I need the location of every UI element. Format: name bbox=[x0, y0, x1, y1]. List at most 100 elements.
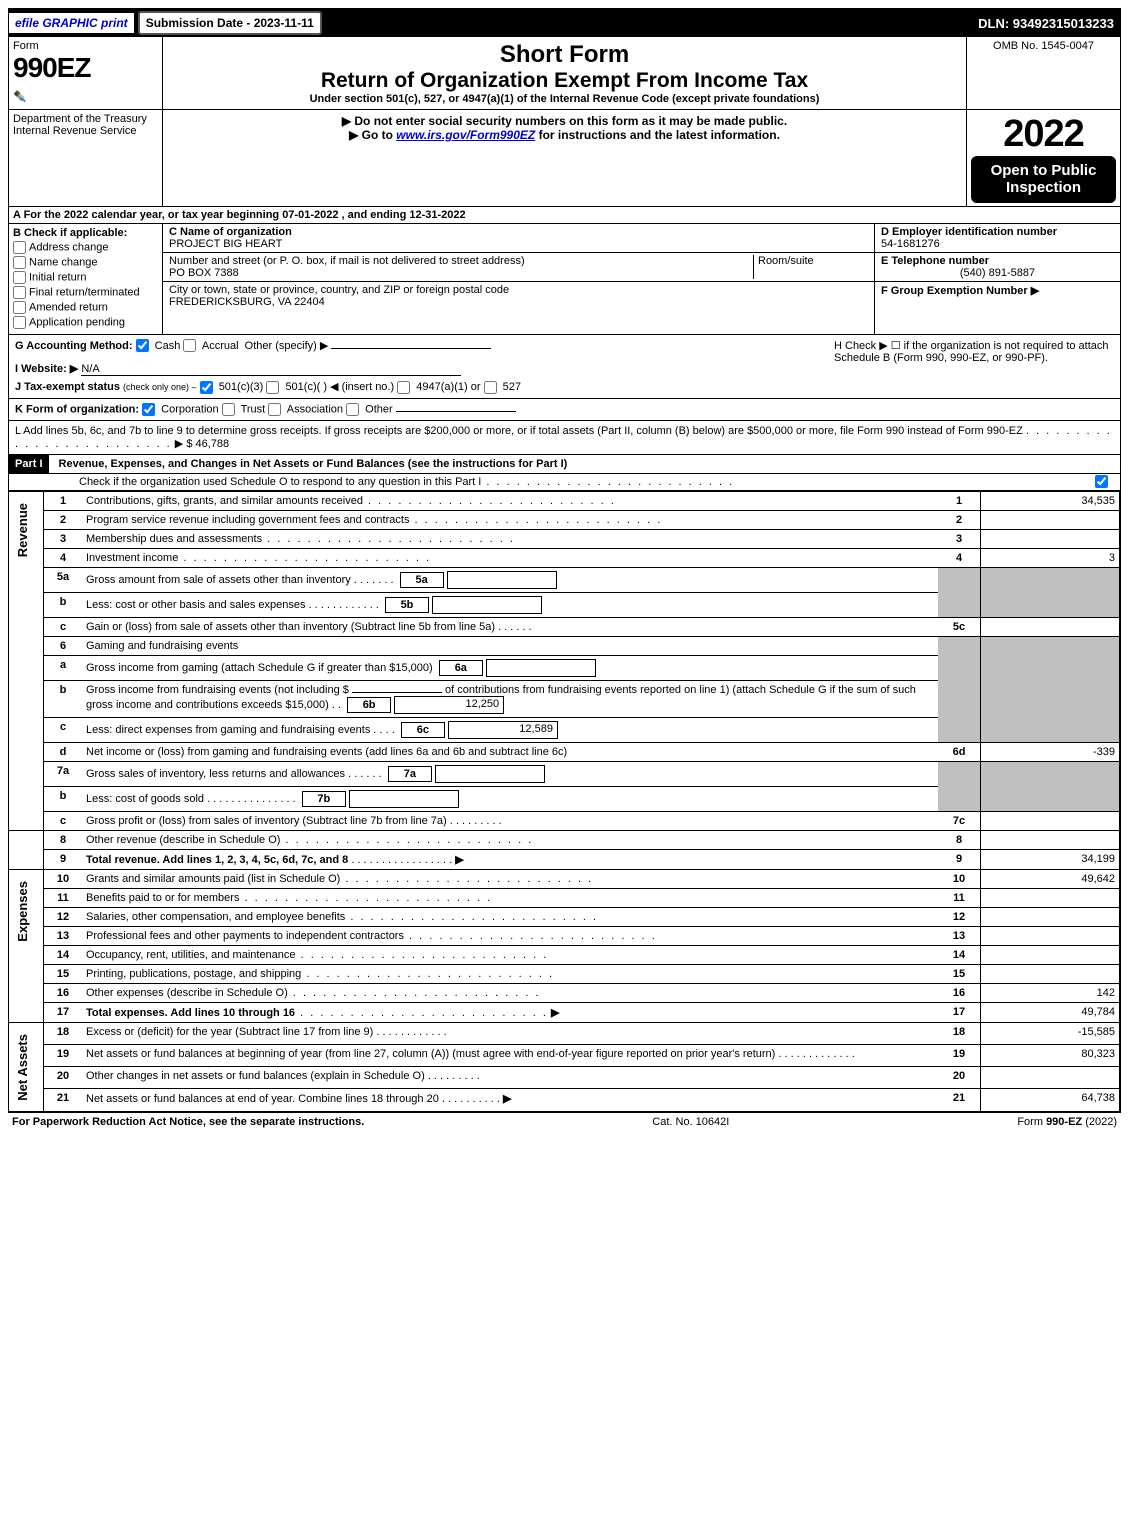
ein-label: D Employer identification number bbox=[881, 226, 1057, 238]
l5a-num: 5a bbox=[44, 567, 83, 592]
chk-other-org[interactable] bbox=[346, 403, 359, 416]
phone-row: E Telephone number (540) 891-5887 bbox=[875, 253, 1120, 282]
line-6: 6 Gaming and fundraising events bbox=[9, 636, 1120, 655]
form-header: Form 990EZ ✒️ Short Form Return of Organ… bbox=[9, 37, 1120, 110]
line-8: 8 Other revenue (describe in Schedule O)… bbox=[9, 830, 1120, 849]
g-cash: Cash bbox=[155, 340, 181, 352]
l6c-num: c bbox=[44, 717, 83, 742]
chk-schedule-o[interactable] bbox=[1095, 475, 1108, 488]
l6c-ib: 6c bbox=[401, 722, 445, 738]
j-527: 527 bbox=[503, 381, 521, 393]
l19-box: 19 bbox=[938, 1044, 981, 1066]
l5c-text: Gain or (loss) from sale of assets other… bbox=[86, 621, 495, 633]
l18-amt: -15,585 bbox=[981, 1022, 1120, 1044]
l3-box: 3 bbox=[938, 529, 981, 548]
line-12: 12 Salaries, other compensation, and emp… bbox=[9, 907, 1120, 926]
footer-left: For Paperwork Reduction Act Notice, see … bbox=[12, 1116, 364, 1128]
line-2: 2 Program service revenue including gove… bbox=[9, 510, 1120, 529]
l9-amt: 34,199 bbox=[981, 849, 1120, 869]
l20-num: 20 bbox=[44, 1066, 83, 1088]
l2-text: Program service revenue including govern… bbox=[86, 514, 409, 526]
chk-501c3[interactable] bbox=[200, 381, 213, 394]
l6a-text: Gross income from gaming (attach Schedul… bbox=[86, 662, 433, 674]
l17-text: Total expenses. Add lines 10 through 16 bbox=[86, 1007, 295, 1019]
l21-arrow: ▶ bbox=[503, 1093, 511, 1105]
line-15: 15 Printing, publications, postage, and … bbox=[9, 964, 1120, 983]
l18-num: 18 bbox=[44, 1022, 83, 1044]
section-k: K Form of organization: Corporation Trus… bbox=[9, 399, 1120, 421]
l-amount: $ 46,788 bbox=[186, 438, 229, 450]
city-label: City or town, state or province, country… bbox=[169, 284, 509, 296]
chk-501c[interactable] bbox=[266, 381, 279, 394]
h-text: H Check ▶ ☐ if the organization is not r… bbox=[834, 340, 1109, 364]
chk-address[interactable]: Address change bbox=[13, 241, 158, 254]
part1-table: Revenue 1 Contributions, gifts, grants, … bbox=[9, 491, 1120, 1113]
part1-check-text: Check if the organization used Schedule … bbox=[9, 474, 1086, 490]
efile-print-link[interactable]: efile GRAPHIC print bbox=[9, 13, 134, 33]
line-17: 17 Total expenses. Add lines 10 through … bbox=[9, 1002, 1120, 1022]
l3-amt bbox=[981, 529, 1120, 548]
l16-box: 16 bbox=[938, 983, 981, 1002]
l21-text: Net assets or fund balances at end of ye… bbox=[86, 1093, 439, 1105]
chk-trust[interactable] bbox=[222, 403, 235, 416]
side-expenses: Expenses bbox=[13, 873, 32, 950]
chk-initial[interactable]: Initial return bbox=[13, 271, 158, 284]
l6a-ia bbox=[486, 659, 596, 677]
city-value: FREDERICKSBURG, VA 22404 bbox=[169, 296, 325, 308]
irs-link[interactable]: www.irs.gov/Form990EZ bbox=[396, 128, 535, 142]
chk-pending[interactable]: Application pending bbox=[13, 316, 158, 329]
part1-check-row: Check if the organization used Schedule … bbox=[9, 474, 1120, 491]
l18-box: 18 bbox=[938, 1022, 981, 1044]
section-def: D Employer identification number 54-1681… bbox=[874, 224, 1120, 334]
title-return: Return of Organization Exempt From Incom… bbox=[167, 69, 962, 93]
l10-amt: 49,642 bbox=[981, 869, 1120, 888]
l6a-ib: 6a bbox=[439, 660, 483, 676]
l6d-num: d bbox=[44, 742, 83, 761]
l3-num: 3 bbox=[44, 529, 83, 548]
chk-final[interactable]: Final return/terminated bbox=[13, 286, 158, 299]
l11-box: 11 bbox=[938, 888, 981, 907]
l6-text: Gaming and fundraising events bbox=[82, 636, 938, 655]
line-14: 14 Occupancy, rent, utilities, and maint… bbox=[9, 945, 1120, 964]
street-row: Number and street (or P. O. box, if mail… bbox=[163, 253, 874, 282]
line-16: 16 Other expenses (describe in Schedule … bbox=[9, 983, 1120, 1002]
top-bar: efile GRAPHIC print Submission Date - 20… bbox=[9, 9, 1120, 37]
l7c-amt bbox=[981, 811, 1120, 830]
header-left: Form 990EZ ✒️ bbox=[9, 37, 163, 109]
l13-text: Professional fees and other payments to … bbox=[86, 930, 404, 942]
header-right-2: 2022 Open to Public Inspection bbox=[966, 110, 1120, 206]
l9-arrow: ▶ bbox=[455, 854, 463, 866]
l17-num: 17 bbox=[44, 1002, 83, 1022]
i-label: I Website: ▶ bbox=[15, 363, 78, 375]
l12-num: 12 bbox=[44, 907, 83, 926]
l5b-num: b bbox=[44, 592, 83, 617]
l10-text: Grants and similar amounts paid (list in… bbox=[86, 873, 340, 885]
chk-amended[interactable]: Amended return bbox=[13, 301, 158, 314]
line-7c: c Gross profit or (loss) from sales of i… bbox=[9, 811, 1120, 830]
irs-label: Internal Revenue Service bbox=[13, 125, 158, 137]
l7c-text: Gross profit or (loss) from sales of inv… bbox=[86, 815, 447, 827]
l11-text: Benefits paid to or for members bbox=[86, 892, 239, 904]
warn-link-row: ▶ Go to www.irs.gov/Form990EZ for instru… bbox=[167, 128, 962, 142]
l1-num: 1 bbox=[44, 491, 83, 510]
chk-accrual[interactable] bbox=[183, 339, 196, 352]
l20-box: 20 bbox=[938, 1066, 981, 1088]
l5b-ia bbox=[432, 596, 542, 614]
l10-num: 10 bbox=[44, 869, 83, 888]
l7b-num: b bbox=[44, 786, 83, 811]
l1-text: Contributions, gifts, grants, and simila… bbox=[86, 495, 363, 507]
chk-assoc[interactable] bbox=[268, 403, 281, 416]
footer-form-num: 990-EZ bbox=[1046, 1116, 1082, 1128]
chk-4947[interactable] bbox=[397, 381, 410, 394]
chk-name[interactable]: Name change bbox=[13, 256, 158, 269]
chk-cash[interactable] bbox=[136, 339, 149, 352]
l6b-num: b bbox=[44, 680, 83, 717]
chk-corp[interactable] bbox=[142, 403, 155, 416]
g-label: G Accounting Method: bbox=[15, 340, 133, 352]
submission-date: Submission Date - 2023-11-11 bbox=[138, 11, 322, 35]
tax-year: 2022 bbox=[971, 113, 1116, 156]
chk-527[interactable] bbox=[484, 381, 497, 394]
l14-amt bbox=[981, 945, 1120, 964]
part1-header-row: Part I Revenue, Expenses, and Changes in… bbox=[9, 455, 1120, 474]
l14-num: 14 bbox=[44, 945, 83, 964]
